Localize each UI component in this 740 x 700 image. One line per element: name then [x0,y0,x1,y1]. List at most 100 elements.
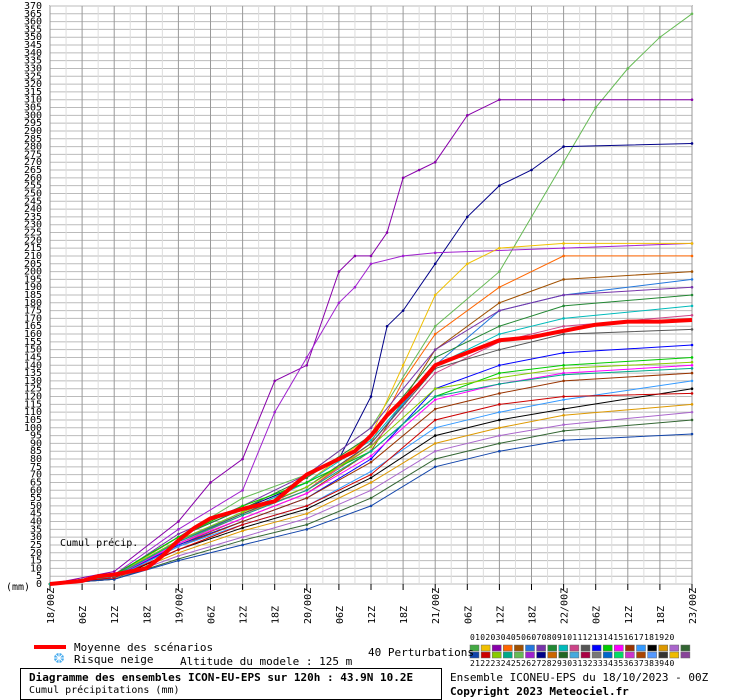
member-series-point [433,449,437,453]
member-series-line [49,364,693,585]
x-tick-label: 06Z [335,606,346,624]
y-tick-label: 325 [24,71,42,82]
y-tick-label: 335 [24,56,42,67]
member-swatch-bottom [636,651,646,659]
member-series-point [369,442,373,445]
member-series-point [241,535,244,539]
member-series-point [690,418,694,422]
member-series-point [369,262,373,266]
member-series-point [690,12,694,16]
member-series-point [369,445,373,448]
member-series-point [305,523,309,526]
title-box: Diagramme des ensembles ICON-EU-EPS sur … [20,668,442,700]
y-tick-label: 350 [24,32,42,43]
member-swatch-bottom [569,651,580,659]
member-swatch-top [680,644,691,652]
member-series-point [498,246,501,250]
cumul-label: Cumul précip. [60,537,138,549]
member-series-point [562,278,565,281]
member-swatch-bottom [469,651,480,659]
y-tick-label: 250 [24,188,42,199]
y-tick-label: 320 [24,79,42,90]
member-series-point [305,512,309,516]
member-series-point [401,254,405,258]
member-swatch-bottom [591,651,602,659]
member-series-point [690,285,694,289]
member-series-point [562,145,565,148]
member-series-point [433,293,437,297]
x-axis-ticks: 18/00Z 06Z 12Z 18Z 19/00Z 06Z 12Z 18Z 20/00Z 06Z 1… [46,584,699,624]
member-series-point [498,270,501,273]
y-tick-label: 270 [24,157,42,168]
y-tick-label: 220 [24,235,42,246]
x-tick-label: 22/00Z [560,588,571,624]
x-tick-label: 12Z [110,606,121,624]
member-series-point [177,551,180,555]
x-tick-label: 06Z [592,606,603,624]
y-tick-label: 295 [24,118,42,129]
x-tick-label: 18Z [271,606,282,624]
member-series-point [498,184,501,187]
member-series-point [241,529,244,533]
member-series-point [690,403,694,406]
member-series-point [305,485,309,489]
units-label: (mm) [6,582,30,593]
member-series-point [241,457,244,461]
member-series-point [690,328,694,331]
member-series-point [241,523,244,526]
member-series-point [433,371,437,375]
y-tick-label: 310 [24,95,42,106]
x-tick-label: 20/00Z [303,588,314,624]
member-series-point [466,215,469,219]
member-series-point [433,356,437,359]
y-tick-label: 170 [24,313,42,324]
member-swatch-bottom [547,651,557,659]
member-series-point [401,363,405,367]
member-swatch-top [625,644,635,652]
member-series-point [369,254,373,258]
member-series-point [433,332,437,336]
member-series-point [273,410,277,414]
member-series-point [305,517,309,520]
y-tick-label: 50 [30,501,42,512]
member-series-point [353,254,357,258]
y-tick-label: 360 [24,17,42,28]
member-series-point [241,526,244,530]
member-swatch-bottom [480,651,491,659]
member-series-point [241,510,244,514]
member-series-point [369,470,373,473]
member-series-point [498,426,501,430]
y-tick-label: 75 [30,462,42,473]
member-series-line [49,388,693,585]
member-series-point [433,262,437,266]
member-series-point [433,457,437,461]
member-swatch-top [514,644,524,652]
y-tick-label: 285 [24,134,42,145]
member-series-point [498,98,501,102]
member-swatch-top [503,644,513,652]
member-series-point [562,395,565,398]
y-tick-label: 20 [30,548,42,559]
snow-legend-label: Risque neige [74,653,154,666]
member-series-point [433,395,437,398]
member-series-point [690,314,694,317]
member-series-point [369,457,373,461]
member-series-point [498,301,501,305]
y-tick-label: 95 [30,431,42,442]
y-tick-label: 260 [24,173,42,184]
chart-title: Diagramme des ensembles ICON-EU-EPS sur … [29,671,414,684]
member-series-point [177,554,180,558]
member-swatch-top [491,644,502,652]
member-series-point [305,496,309,500]
member-series-point [626,67,630,70]
member-series-point [498,434,501,437]
y-tick-label: 210 [24,251,42,262]
member-swatch-top [569,644,580,652]
y-tick-label: 155 [24,337,42,348]
member-numbers-bottom: 2122232425262728293031323334353637383940 [470,659,675,668]
mean-series-line [49,318,693,586]
member-series-point [369,496,373,500]
member-series-line [49,392,693,585]
